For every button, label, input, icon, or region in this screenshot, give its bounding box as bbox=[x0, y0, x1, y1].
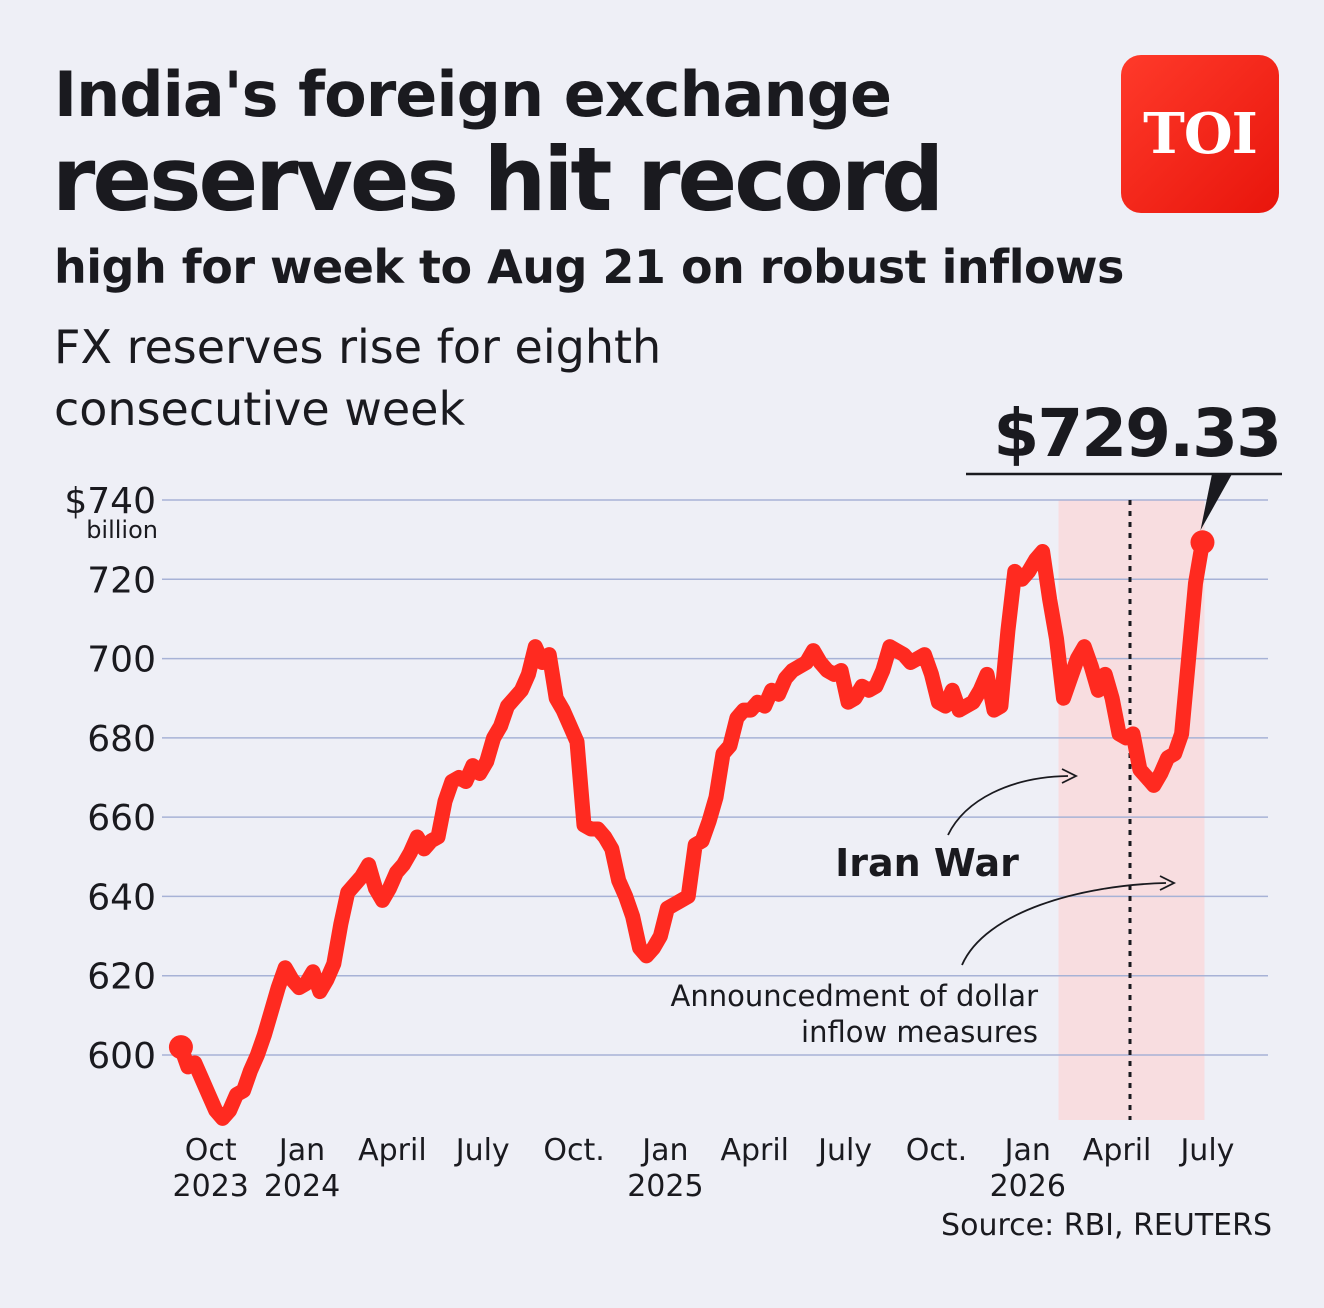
latest-point bbox=[1190, 530, 1215, 555]
y-tick-label: $740 bbox=[64, 481, 156, 522]
subtitle: FX reserves rise for eighth consecutive … bbox=[54, 320, 662, 436]
announcement-label-line-1: Announcedment of dollar bbox=[671, 979, 1039, 1013]
iran-war-arrow bbox=[947, 775, 1069, 836]
iran-war-arrowhead bbox=[1061, 768, 1079, 784]
announcement-label-line-2: inflow measures bbox=[801, 1015, 1038, 1049]
x-tick-label: Jan bbox=[1003, 1133, 1051, 1168]
fx-reserves-line bbox=[173, 534, 1210, 1126]
y-tick-label: 600 bbox=[87, 1036, 156, 1077]
title-line-1: India's foreign exchange bbox=[54, 58, 892, 131]
x-tick-year-label: 2026 bbox=[990, 1169, 1066, 1204]
y-tick-label: 620 bbox=[87, 957, 156, 998]
y-unit-label: billion bbox=[86, 516, 158, 544]
logo-text: TOI bbox=[1143, 101, 1258, 167]
toi-logo: TOI bbox=[1121, 55, 1279, 213]
announcement-arrowhead bbox=[1159, 875, 1177, 891]
x-tick-label: April bbox=[358, 1133, 427, 1168]
title-line-2: reserves hit record bbox=[52, 128, 944, 231]
x-tick-label: April bbox=[720, 1133, 789, 1168]
x-tick-year-label: 2025 bbox=[627, 1169, 703, 1204]
y-tick-label: 700 bbox=[87, 640, 156, 681]
x-tick-label: Jan bbox=[277, 1133, 325, 1168]
x-tick-label: July bbox=[1178, 1133, 1234, 1168]
announcement-arrow bbox=[961, 882, 1167, 966]
callout-pointer bbox=[1200, 474, 1232, 531]
callout-value-label: $729.33 bbox=[993, 395, 1280, 472]
x-tick-label: Oct. bbox=[543, 1133, 604, 1168]
x-tick-label: July bbox=[816, 1133, 872, 1168]
y-tick-label: 680 bbox=[87, 719, 156, 760]
y-tick-label: 720 bbox=[87, 560, 156, 601]
x-tick-year-label: 2023 bbox=[173, 1169, 249, 1204]
x-tick-label: Oct bbox=[185, 1133, 237, 1168]
x-tick-label: Oct. bbox=[906, 1133, 967, 1168]
y-tick-label: 660 bbox=[87, 798, 156, 839]
x-tick-label: Jan bbox=[640, 1133, 688, 1168]
x-tick-label: April bbox=[1083, 1133, 1152, 1168]
y-tick-label: 640 bbox=[87, 877, 156, 918]
iran-war-label: Iran War bbox=[835, 841, 1019, 885]
x-tick-label: July bbox=[454, 1133, 510, 1168]
start-point bbox=[168, 1035, 193, 1060]
source-note: Source: RBI, REUTERS bbox=[941, 1208, 1272, 1243]
x-tick-year-label: 2024 bbox=[264, 1169, 340, 1204]
title-line-3: high for week to Aug 21 on robust inflow… bbox=[54, 240, 1124, 294]
